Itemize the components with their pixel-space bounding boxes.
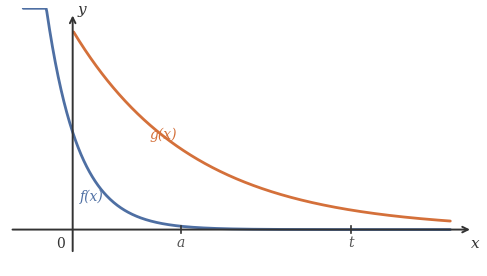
Text: t: t (349, 236, 354, 250)
Text: f(x): f(x) (80, 189, 104, 204)
Text: 0: 0 (56, 237, 65, 251)
Text: y: y (77, 4, 86, 17)
Text: a: a (176, 236, 185, 250)
Text: g(x): g(x) (149, 128, 177, 142)
Text: x: x (471, 237, 480, 251)
